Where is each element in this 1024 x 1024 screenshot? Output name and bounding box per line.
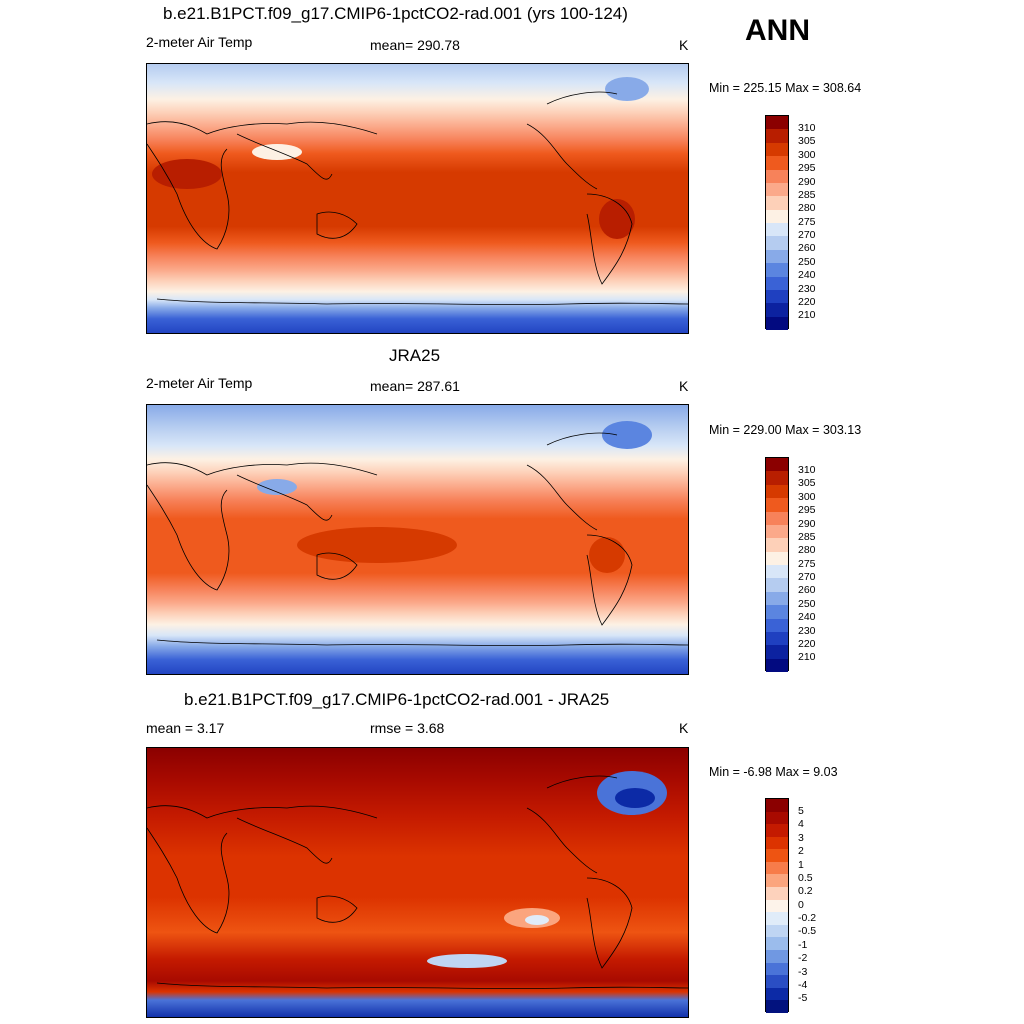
- colorbar-label: 295: [798, 162, 816, 175]
- colorbar-label: 2: [798, 845, 804, 858]
- colorbar-label: -4: [798, 978, 808, 991]
- colorbar-label: 305: [798, 477, 816, 490]
- colorbar-label: 240: [798, 269, 816, 282]
- colorbar-label: 310: [798, 122, 816, 134]
- panel2-mean: mean= 287.61: [370, 378, 460, 394]
- panel2-title: JRA25: [389, 346, 441, 365]
- panel1-title: b.e21.B1PCT.f09_g17.CMIP6-1pctCO2-rad.00…: [163, 4, 628, 23]
- colorbar-label: 210: [798, 651, 816, 664]
- colorbar-label: 285: [798, 530, 816, 543]
- tibet-cold-patch: [252, 144, 302, 160]
- colorbar-label: 295: [798, 504, 816, 517]
- annual-label: ANN: [745, 14, 810, 47]
- colorbar-label: 280: [798, 202, 816, 215]
- colorbar-label: 300: [798, 490, 816, 503]
- colorbar-label: 230: [798, 282, 816, 295]
- colorbar-label: 280: [798, 544, 816, 557]
- colorbar-label: 290: [798, 517, 816, 530]
- colorbar-label: 310: [798, 464, 816, 476]
- panel3-colorbar: [765, 798, 789, 1013]
- colorbar-label: -5: [798, 992, 808, 1005]
- panel1-variable: 2-meter Air Temp: [146, 34, 253, 50]
- colorbar-label: 260: [798, 584, 816, 597]
- colorbar-label: 1: [798, 858, 804, 871]
- greenland-cold-patch: [602, 421, 652, 449]
- panel1-unit: K: [679, 37, 689, 53]
- colorbar-label: 4: [798, 818, 804, 831]
- colorbar-label: 0: [798, 898, 804, 911]
- colorbar-label: 0.5: [798, 871, 813, 884]
- coastlines: [147, 432, 688, 646]
- panel1-map: [146, 63, 689, 334]
- north-atlantic-cold-core: [615, 788, 655, 808]
- southern-ocean-cool-patch: [427, 954, 507, 968]
- colorbar-label: 220: [798, 295, 816, 308]
- colorbar-label: -2: [798, 952, 808, 965]
- colorbar-label: 305: [798, 135, 816, 148]
- tibet-cold-patch: [257, 479, 297, 495]
- coastlines: [147, 91, 688, 305]
- coastlines: [147, 775, 688, 989]
- colorbar-label: 250: [798, 255, 816, 268]
- colorbar-label: 3: [798, 831, 804, 844]
- colorbar-label: 275: [798, 557, 816, 570]
- colorbar-label: -0.2: [798, 912, 817, 924]
- south-pacific-white-patch: [525, 915, 549, 925]
- colorbar-label: 220: [798, 637, 816, 650]
- panel3-map: [146, 747, 689, 1018]
- south-america-hot-patch: [599, 199, 635, 239]
- panel3-minmax: Min = -6.98 Max = 9.03: [709, 765, 838, 779]
- colorbar-label: 0.2: [798, 885, 813, 898]
- panel3-title: b.e21.B1PCT.f09_g17.CMIP6-1pctCO2-rad.00…: [184, 690, 610, 709]
- greenland-cold-patch: [605, 77, 649, 101]
- panel2-map: [146, 404, 689, 675]
- colorbar-label: 240: [798, 611, 816, 624]
- panel3-unit: K: [679, 720, 689, 736]
- sahara-hot-patch: [152, 159, 222, 189]
- colorbar-label: -0.5: [798, 925, 817, 938]
- panel3-rmse: rmse = 3.68: [370, 720, 445, 736]
- colorbar-label: 275: [798, 215, 816, 228]
- colorbar-label: 210: [798, 309, 816, 322]
- colorbar-label: 260: [798, 242, 816, 255]
- colorbar-label: 300: [798, 148, 816, 161]
- colorbar-label: 270: [798, 229, 816, 241]
- panel2-minmax: Min = 229.00 Max = 303.13: [709, 423, 862, 437]
- colorbar-label: -3: [798, 965, 808, 978]
- panel1-mean: mean= 290.78: [370, 37, 460, 53]
- warm-pool-patch: [297, 527, 457, 563]
- panel3-mean: mean = 3.17: [146, 720, 225, 736]
- colorbar-label: 290: [798, 175, 816, 188]
- colorbar-label: 270: [798, 571, 816, 583]
- colorbar-label: 250: [798, 597, 816, 610]
- colorbar-label: 230: [798, 624, 816, 637]
- panel2-variable: 2-meter Air Temp: [146, 375, 253, 391]
- panel2-unit: K: [679, 378, 689, 394]
- colorbar-label: 285: [798, 188, 816, 201]
- colorbar-label: -1: [798, 938, 808, 951]
- panel1-colorbar: [765, 115, 789, 330]
- south-america-hot-patch: [589, 537, 625, 573]
- panel2-colorbar: [765, 457, 789, 672]
- colorbar-label: 5: [798, 805, 804, 817]
- panel1-minmax: Min = 225.15 Max = 308.64: [709, 81, 862, 95]
